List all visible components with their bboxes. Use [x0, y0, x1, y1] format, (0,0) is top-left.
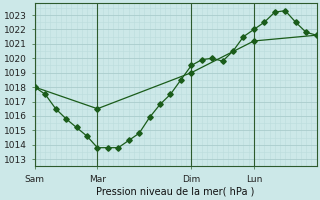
X-axis label: Pression niveau de la mer( hPa ): Pression niveau de la mer( hPa ) — [96, 187, 255, 197]
